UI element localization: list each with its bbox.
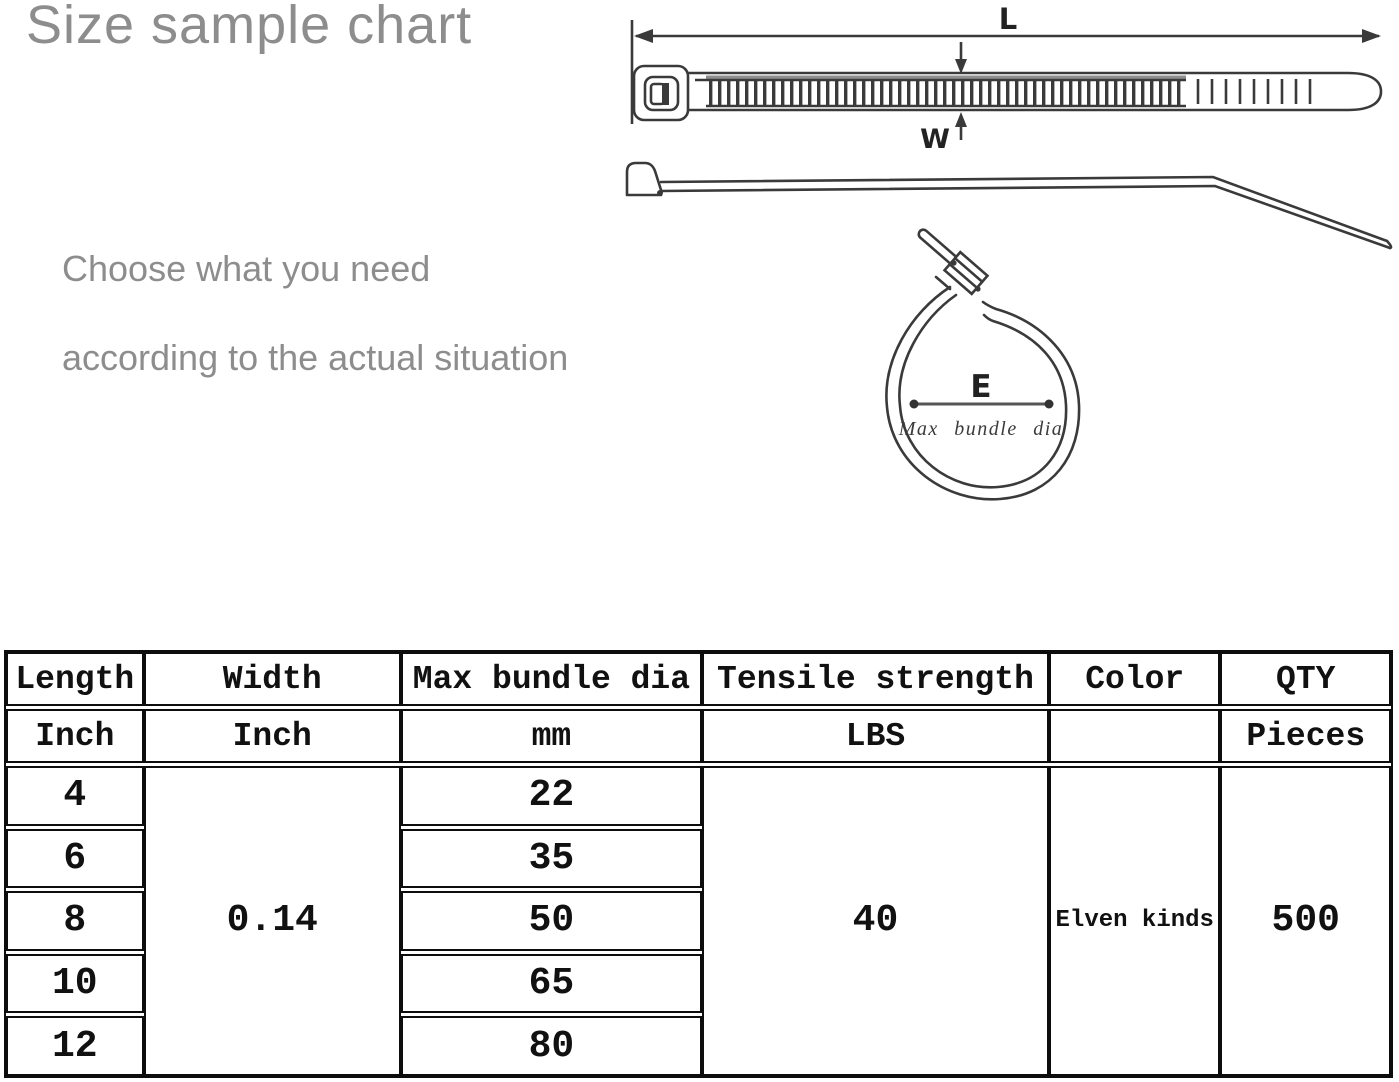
max-bundle-dia-value: 22 (400, 766, 702, 826)
page-title: Size sample chart (26, 0, 473, 55)
cable-tie-strap (688, 71, 1383, 112)
width-dimension-label: W (920, 124, 950, 155)
size-table: Length Width Max bundle dia Tensile stre… (4, 650, 1393, 1078)
max-bundle-dia-value: 35 (400, 828, 702, 889)
cable-tie-loop-diagram: E Max bundle dia (885, 228, 1081, 501)
max-bundle-dia-value: 80 (400, 1016, 702, 1076)
loop-strap (885, 228, 1081, 501)
width-value: 0.14 (143, 766, 401, 1076)
subtitle-line-2: according to the actual situation (62, 337, 569, 378)
side-view-strap (657, 175, 1393, 250)
qty-value: 500 (1220, 766, 1391, 1076)
unit-max-bundle-dia: mm (400, 709, 702, 763)
length-value: 8 (6, 891, 144, 951)
length-dimension-arrow: L (630, 2, 1381, 124)
col-header-width: Width (143, 652, 401, 706)
cable-tie-side-view-diagram (625, 161, 1393, 250)
bundle-diameter-label: E (970, 369, 991, 405)
cable-tie-head (632, 64, 690, 122)
strap-end-ticks (1196, 79, 1312, 104)
unit-length: Inch (6, 709, 144, 763)
bundle-diameter-caption: Max bundle dia (898, 418, 1064, 440)
max-bundle-dia-value: 65 (400, 953, 702, 1014)
col-header-color: Color (1048, 652, 1221, 706)
length-value: 4 (6, 766, 144, 826)
col-header-tensile-strength: Tensile strength (701, 652, 1049, 706)
unit-color (1048, 709, 1221, 763)
unit-width: Inch (143, 709, 401, 763)
length-dimension-label: L (999, 2, 1017, 36)
unit-qty: Pieces (1220, 709, 1391, 763)
width-dimension-arrow: W (920, 42, 967, 155)
tensile-strength-value: 40 (701, 766, 1049, 1076)
side-view-head (625, 161, 663, 197)
max-bundle-dia-value: 50 (400, 891, 702, 951)
cable-tie-top-view-diagram: L W (630, 2, 1383, 155)
unit-tensile-strength: LBS (701, 709, 1049, 763)
col-header-qty: QTY (1220, 652, 1391, 706)
length-value: 12 (6, 1016, 144, 1076)
bundle-diameter-dimension: E Max bundle dia (898, 369, 1064, 440)
color-value: Elven kinds (1048, 766, 1221, 1076)
col-header-max-bundle-dia: Max bundle dia (400, 652, 702, 706)
col-header-length: Length (6, 652, 144, 706)
length-value: 6 (6, 828, 144, 889)
subtitle-line-1: Choose what you need (62, 248, 431, 289)
length-value: 10 (6, 953, 144, 1014)
